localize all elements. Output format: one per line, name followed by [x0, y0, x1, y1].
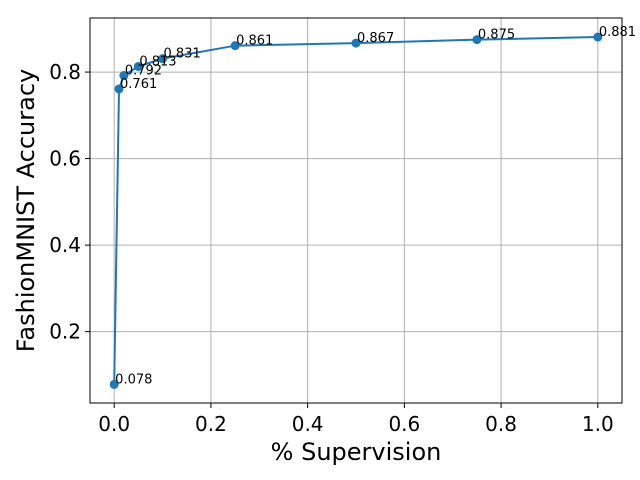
- data-point: [109, 379, 119, 389]
- data-point: [230, 41, 240, 51]
- data-label: 0.875: [478, 28, 515, 43]
- y-tick-label: 0.2: [49, 320, 81, 344]
- x-tick-label: 0.4: [292, 412, 324, 436]
- data-point: [351, 38, 361, 48]
- series-line: [113, 36, 598, 385]
- x-tick-label: 0.6: [388, 412, 420, 436]
- x-tick-label: 0.8: [485, 412, 517, 436]
- data-label: 0.831: [164, 47, 201, 62]
- grid: [90, 18, 622, 403]
- data-label: 0.078: [115, 372, 152, 387]
- data-points: [109, 32, 603, 389]
- x-axis: 0.0 0.2 0.4 0.6 0.8 1.0: [98, 403, 614, 436]
- y-axis-label: FashionMNIST Accuracy: [12, 69, 40, 352]
- data-point: [472, 35, 482, 45]
- data-point: [158, 54, 168, 64]
- data-label: 0.792: [125, 64, 162, 79]
- y-axis: 0.2 0.4 0.6 0.8: [49, 60, 90, 344]
- x-axis-label: % Supervision: [271, 438, 442, 466]
- x-tick-label: 0.0: [98, 412, 130, 436]
- data-point: [119, 71, 129, 81]
- data-label: 0.867: [357, 31, 394, 46]
- data-point: [593, 32, 603, 42]
- data-point: [133, 61, 143, 71]
- data-label: 0.813: [139, 54, 176, 69]
- plot-frame: [89, 17, 623, 404]
- y-tick-label: 0.4: [49, 233, 81, 257]
- x-tick-label: 0.2: [195, 412, 227, 436]
- y-tick-label: 0.8: [49, 60, 81, 84]
- data-label: 0.761: [120, 77, 157, 92]
- data-label: 0.861: [236, 34, 273, 49]
- data-point: [114, 84, 124, 94]
- x-tick-label: 1.0: [582, 412, 614, 436]
- data-label: 0.881: [599, 25, 636, 40]
- y-tick-label: 0.6: [49, 147, 81, 171]
